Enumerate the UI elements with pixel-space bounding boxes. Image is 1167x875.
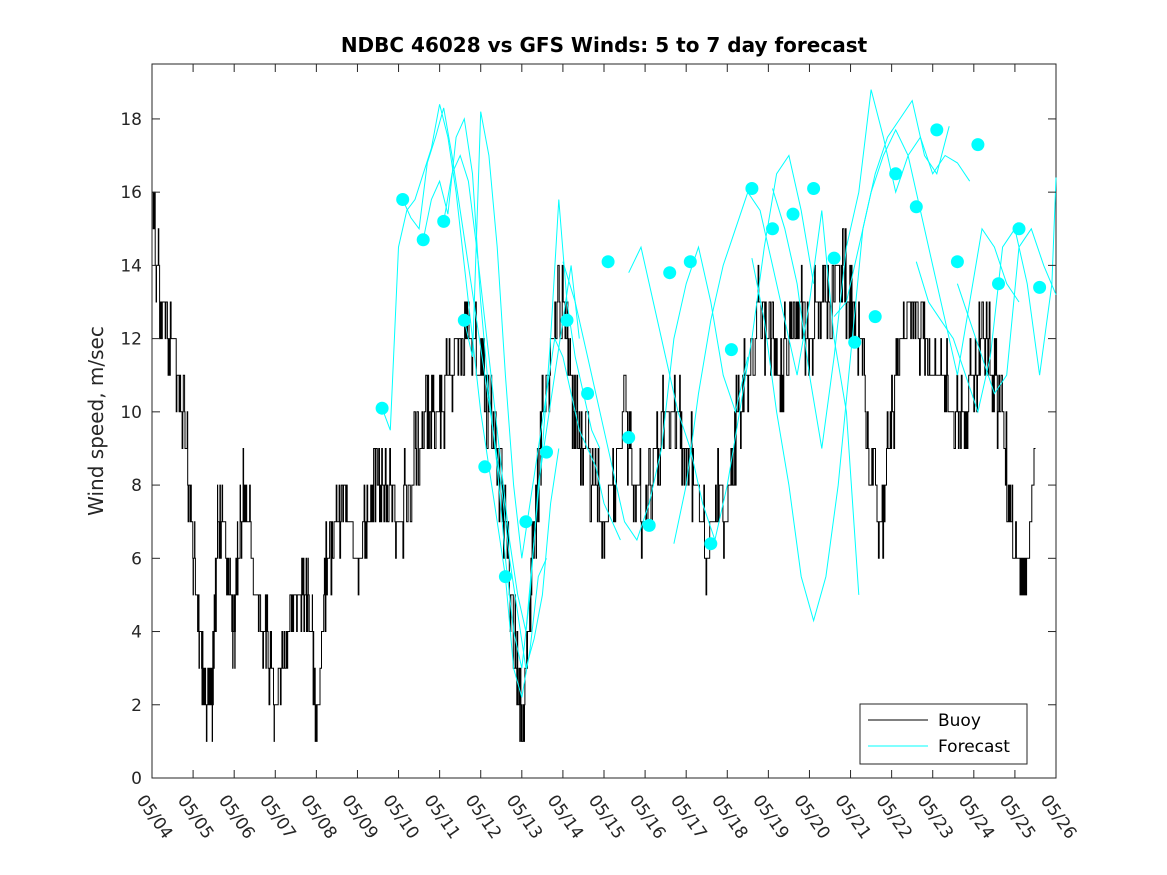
forecast-run-line (463, 111, 621, 559)
y-tick-label: 6 (131, 549, 142, 569)
forecast-marker (745, 182, 759, 195)
forecast-marker (540, 445, 553, 459)
forecast-run-line (402, 107, 560, 669)
y-tick-label: 0 (131, 769, 142, 789)
legend-forecast-label: Forecast (938, 737, 1010, 757)
forecast-run-line (915, 177, 1057, 414)
forecast-marker (601, 255, 615, 269)
forecast-marker (622, 431, 636, 444)
forecast-marker (437, 214, 451, 228)
forecast-run-line (562, 245, 749, 542)
y-tick-label: 4 (131, 623, 142, 643)
forecast-run-line (751, 99, 950, 623)
y-tick-label: 12 (120, 330, 142, 350)
y-tick-label: 10 (120, 403, 142, 423)
y-tick-label: 14 (120, 256, 142, 276)
legend-buoy-label: Buoy (938, 711, 981, 731)
legend: Buoy Forecast (859, 703, 1028, 765)
forecast-marker (519, 515, 533, 529)
forecast-marker (498, 570, 512, 584)
forecast-marker (889, 167, 903, 181)
forecast-run-line (956, 227, 1057, 395)
forecast-run-line (443, 154, 601, 632)
forecast-marker (704, 537, 718, 551)
forecast-marker (848, 335, 862, 349)
forecast-series (381, 89, 1057, 698)
forecast-run-line (772, 89, 971, 449)
buoy-series (152, 191, 1036, 742)
forecast-marker (724, 343, 738, 357)
forecast-run-line (628, 154, 815, 542)
chart-title: NDBC 46028 vs GFS Winds: 5 to 7 day fore… (341, 33, 868, 57)
plot-area (151, 63, 1057, 779)
forecast-run-line (422, 117, 580, 669)
y-axis-label: Wind speed, m/sec (84, 326, 108, 516)
forecast-marker (1033, 280, 1047, 294)
forecast-marker (663, 266, 677, 280)
forecast-marker (909, 200, 923, 214)
forecast-run-line (673, 191, 860, 595)
forecast-marker (683, 255, 697, 269)
forecast-markers (375, 123, 1047, 584)
forecast-run-line (833, 128, 1020, 376)
legend-box (859, 703, 1028, 765)
y-tick-label: 8 (131, 476, 142, 496)
forecast-marker (642, 518, 656, 532)
y-tick-label: 18 (120, 110, 142, 130)
forecast-marker (786, 207, 800, 221)
forecast-marker (560, 313, 574, 327)
forecast-marker (478, 460, 492, 474)
forecast-marker (375, 401, 389, 415)
buoy-line (152, 191, 1036, 742)
forecast-marker (930, 123, 944, 137)
forecast-marker (950, 255, 964, 269)
forecast-marker (971, 138, 985, 152)
forecast-marker (1012, 222, 1026, 236)
forecast-run-line (381, 104, 547, 698)
forecast-marker (457, 313, 471, 327)
forecast-marker (807, 182, 821, 195)
forecast-marker (396, 193, 410, 206)
forecast-marker (868, 310, 882, 324)
forecast-marker (766, 222, 779, 236)
forecast-marker (581, 387, 595, 400)
y-tick-label: 2 (131, 696, 142, 716)
forecast-marker (827, 251, 841, 265)
forecast-marker (992, 277, 1005, 291)
y-axis-ticks: 0 2 4 6 8 10 12 14 16 18 (120, 110, 1056, 789)
forecast-marker (416, 233, 430, 247)
y-tick-label: 16 (120, 183, 142, 203)
axes-box (151, 63, 1057, 779)
